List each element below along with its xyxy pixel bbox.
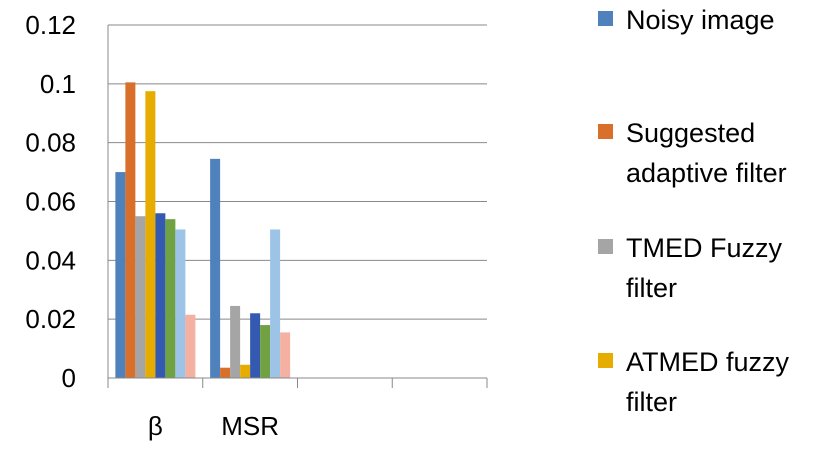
- bar: [240, 364, 251, 378]
- bar: [145, 91, 156, 378]
- y-tick-label: 0.08: [25, 128, 76, 158]
- bar: [260, 325, 271, 378]
- y-axis-tick-labels: 0 0.02 0.04 0.06 0.08 0.1 0.12: [25, 10, 76, 393]
- x-category-label: β: [148, 411, 163, 441]
- bar: [250, 313, 261, 378]
- axes: [107, 25, 488, 388]
- y-tick-label: 0: [62, 363, 76, 393]
- legend-swatch: [598, 124, 613, 139]
- bar: [185, 314, 196, 378]
- bar-chart: 0 0.02 0.04 0.06 0.08 0.1 0.12 β MSR: [25, 10, 488, 441]
- x-category-label: MSR: [221, 411, 279, 441]
- y-tick-label: 0.06: [25, 187, 76, 217]
- bar: [115, 172, 126, 378]
- bar: [125, 82, 136, 379]
- bar: [135, 216, 146, 378]
- legend-swatch: [598, 239, 613, 254]
- bar: [220, 367, 231, 378]
- bar: [210, 158, 221, 378]
- legend-label: Noisy image: [626, 5, 775, 35]
- bar: [270, 229, 281, 378]
- legend-swatch: [598, 11, 613, 26]
- bar: [155, 213, 166, 378]
- legend-swatch: [598, 353, 613, 368]
- bars: [115, 82, 291, 379]
- bar: [175, 229, 186, 378]
- legend-label: TMED Fuzzy filter: [626, 233, 783, 303]
- y-tick-label: 0.02: [25, 304, 76, 334]
- bar: [280, 332, 291, 378]
- x-axis-category-labels: β MSR: [148, 411, 279, 441]
- bar: [165, 219, 176, 378]
- legend-label: Suggested adaptive filter: [626, 118, 787, 188]
- y-tick-label: 0.12: [25, 10, 76, 40]
- y-tick-label: 0.1: [40, 69, 76, 99]
- y-tick-label: 0.04: [25, 245, 76, 275]
- legend-label: ATMED fuzzy filter: [626, 347, 790, 417]
- bar: [230, 305, 241, 378]
